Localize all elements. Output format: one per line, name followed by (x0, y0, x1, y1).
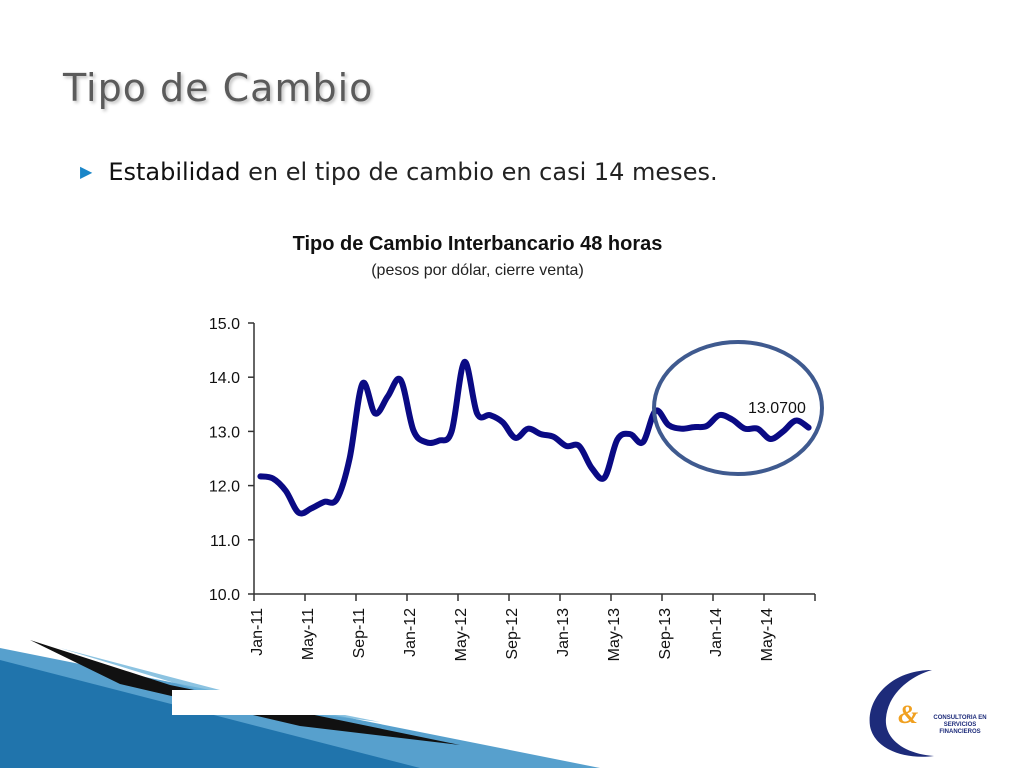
logo-caption: CONSULTORIA EN SERVICIOS FINANCIEROS (920, 715, 1000, 736)
x-tick-label: May-12 (453, 608, 470, 661)
x-tick-label: Jan-11 (249, 608, 266, 656)
x-tick-label: May-11 (300, 608, 317, 660)
company-logo: & (869, 670, 934, 757)
bullet-point: ▶ Estabilidad en el tipo de cambio en cas… (80, 158, 718, 186)
y-tick-label: 14.0 (209, 370, 240, 387)
x-tick-label: Sep-13 (657, 608, 674, 660)
chart-axes (253, 323, 815, 595)
x-tick-label: Jan-12 (402, 608, 419, 657)
y-tick-label: 11.0 (210, 533, 240, 550)
y-tick-label: 15.0 (209, 316, 240, 333)
chart-title: Tipo de Cambio Interbancario 48 horas (292, 233, 663, 255)
x-tick-label: Sep-12 (504, 608, 521, 660)
series-line (257, 358, 812, 517)
y-tick-label: 10.0 (209, 587, 240, 604)
panel-patch (172, 690, 392, 715)
slide-title: Tipo de Cambio (63, 66, 374, 110)
x-tick-label: May-13 (606, 608, 623, 661)
logo-line-1: CONSULTORIA EN SERVICIOS (933, 715, 987, 728)
x-tick-label: May-14 (759, 608, 776, 661)
x-tick-label: Jan-13 (555, 608, 572, 657)
y-axis-ticks: 15.0 14.0 13.0 12.0 11.0 10.0 (209, 316, 254, 604)
triangle-bullet-icon: ▶ (80, 162, 93, 181)
bullet-text: en el tipo de cambio en casi 14 meses. (240, 158, 718, 186)
y-tick-label: 13.0 (209, 424, 240, 441)
chart-subtitle: (pesos por dólar, cierre venta) (371, 262, 584, 279)
x-axis-ticks: Jan-11 May-11 Sep-11 Jan-12 May-12 Sep-12 Jan-… (249, 594, 816, 661)
x-tick-label: Jan-14 (708, 608, 725, 657)
logo-line-2: FINANCIEROS (939, 729, 981, 735)
x-tick-label: Sep-11 (351, 608, 368, 659)
highlight-circle (652, 340, 824, 476)
y-tick-label: 12.0 (209, 479, 240, 496)
bullet-emphasis: Estabilidad (108, 158, 241, 186)
svg-text:&: & (898, 700, 918, 729)
last-value-label: 13.0700 (748, 400, 806, 417)
